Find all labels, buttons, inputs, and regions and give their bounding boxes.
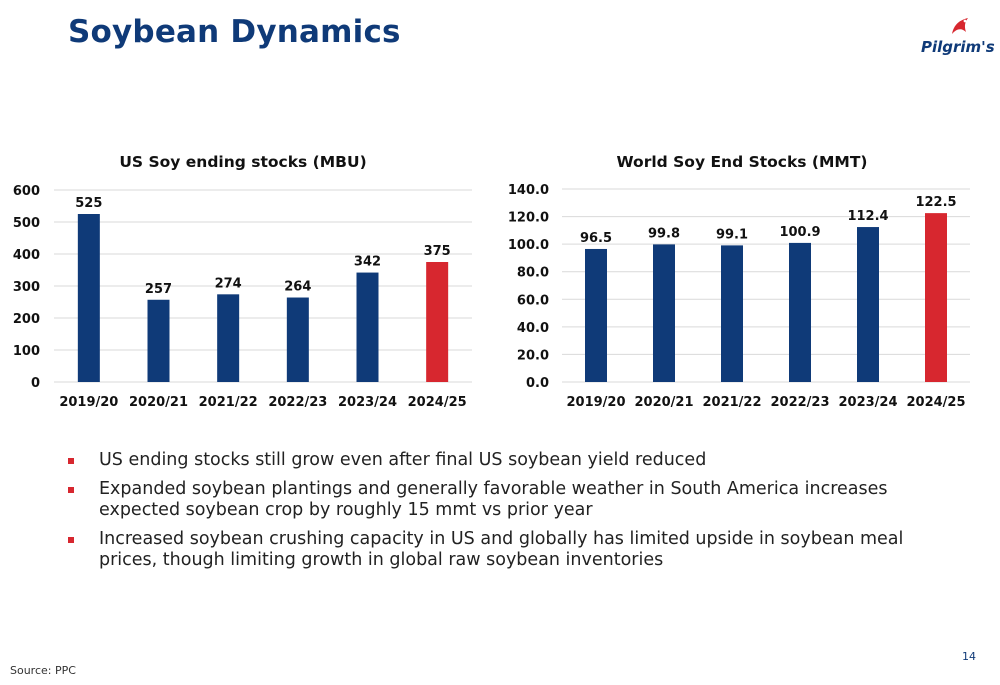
bar-2019-20 bbox=[585, 248, 607, 382]
rooster-icon bbox=[952, 18, 968, 34]
y-tick-label: 100 bbox=[13, 344, 40, 359]
y-tick-label: 0 bbox=[31, 376, 40, 391]
y-tick-label: 120.0 bbox=[508, 211, 549, 226]
data-label: 112.4 bbox=[847, 209, 888, 224]
bar-2024-25 bbox=[925, 213, 947, 382]
x-tick-label: 2021/22 bbox=[702, 395, 761, 410]
y-tick-label: 80.0 bbox=[517, 266, 549, 281]
data-label: 122.5 bbox=[915, 195, 956, 210]
us-soy-ending-stocks-chart: US Soy ending stocks (MBU) 0 100 200 300 400 5… bbox=[13, 153, 472, 410]
data-label: 100.9 bbox=[779, 225, 820, 240]
x-tick-label: 2023/24 bbox=[838, 395, 897, 410]
bullet-text: US ending stocks still grow even after f… bbox=[99, 450, 707, 470]
data-label: 99.8 bbox=[648, 226, 680, 241]
data-label: 264 bbox=[284, 280, 311, 295]
data-label: 274 bbox=[215, 276, 242, 291]
data-label: 96.5 bbox=[580, 231, 612, 246]
x-tick-label: 2020/21 bbox=[634, 395, 693, 410]
y-tick-label: 140.0 bbox=[508, 183, 549, 198]
y-tick-label: 400 bbox=[13, 248, 40, 263]
y-tick-label: 40.0 bbox=[517, 321, 549, 336]
x-tick-label: 2022/23 bbox=[268, 395, 327, 410]
source-note: Source: PPC bbox=[10, 664, 76, 677]
y-tick-label: 60.0 bbox=[517, 293, 549, 308]
bullet-item: Increased soybean crushing capacity in U… bbox=[68, 529, 958, 571]
bar-2021-22 bbox=[721, 245, 743, 382]
x-tick-label: 2019/20 bbox=[566, 395, 625, 410]
bullet-square-icon bbox=[68, 537, 74, 543]
data-label: 99.1 bbox=[716, 227, 748, 242]
page-title: Soybean Dynamics bbox=[68, 14, 401, 50]
x-tick-label: 2023/24 bbox=[338, 395, 397, 410]
bar-2020-21 bbox=[653, 244, 675, 382]
bar-2020-21 bbox=[147, 299, 170, 382]
x-tick-label: 2021/22 bbox=[199, 395, 258, 410]
y-tick-label: 500 bbox=[13, 216, 40, 231]
chart-title: US Soy ending stocks (MBU) bbox=[119, 153, 366, 171]
x-tick-label: 2020/21 bbox=[129, 395, 188, 410]
bullet-text: Increased soybean crushing capacity in U… bbox=[99, 529, 904, 570]
chart-title: World Soy End Stocks (MMT) bbox=[617, 153, 868, 171]
bullet-square-icon bbox=[68, 458, 74, 464]
bar-2023-24 bbox=[356, 272, 379, 382]
bar-2021-22 bbox=[217, 294, 240, 382]
x-tick-label: 2019/20 bbox=[59, 395, 118, 410]
y-tick-label: 200 bbox=[13, 312, 40, 327]
y-tick-label: 600 bbox=[13, 184, 40, 199]
pilgrims-logo: Pilgrim's bbox=[918, 14, 998, 60]
bar-2022-23 bbox=[789, 242, 811, 382]
y-tick-label: 0.0 bbox=[526, 376, 549, 391]
data-label: 342 bbox=[354, 255, 381, 270]
logo-wordmark: Pilgrim's bbox=[921, 38, 995, 56]
bar-2019-20 bbox=[77, 214, 100, 382]
x-tick-label: 2024/25 bbox=[906, 395, 965, 410]
bar-2024-25 bbox=[426, 262, 449, 382]
bullet-item: Expanded soybean plantings and generally… bbox=[68, 479, 958, 521]
page-number: 14 bbox=[962, 650, 976, 663]
bar-2022-23 bbox=[286, 297, 309, 382]
data-label: 525 bbox=[75, 196, 102, 211]
bar-2023-24 bbox=[857, 227, 879, 382]
data-label: 257 bbox=[145, 282, 172, 297]
x-tick-label: 2024/25 bbox=[408, 395, 467, 410]
data-label: 375 bbox=[424, 244, 451, 259]
y-tick-label: 20.0 bbox=[517, 348, 549, 363]
bullet-item: US ending stocks still grow even after f… bbox=[68, 450, 958, 471]
bullet-square-icon bbox=[68, 487, 74, 493]
x-tick-label: 2022/23 bbox=[770, 395, 829, 410]
bullet-text: Expanded soybean plantings and generally… bbox=[99, 479, 888, 520]
y-tick-label: 100.0 bbox=[508, 238, 549, 253]
y-tick-label: 300 bbox=[13, 280, 40, 295]
key-points-list: US ending stocks still grow even after f… bbox=[68, 450, 958, 579]
world-soy-end-stocks-chart: World Soy End Stocks (MMT) 0.0 20.0 40.0 60.… bbox=[508, 153, 970, 410]
